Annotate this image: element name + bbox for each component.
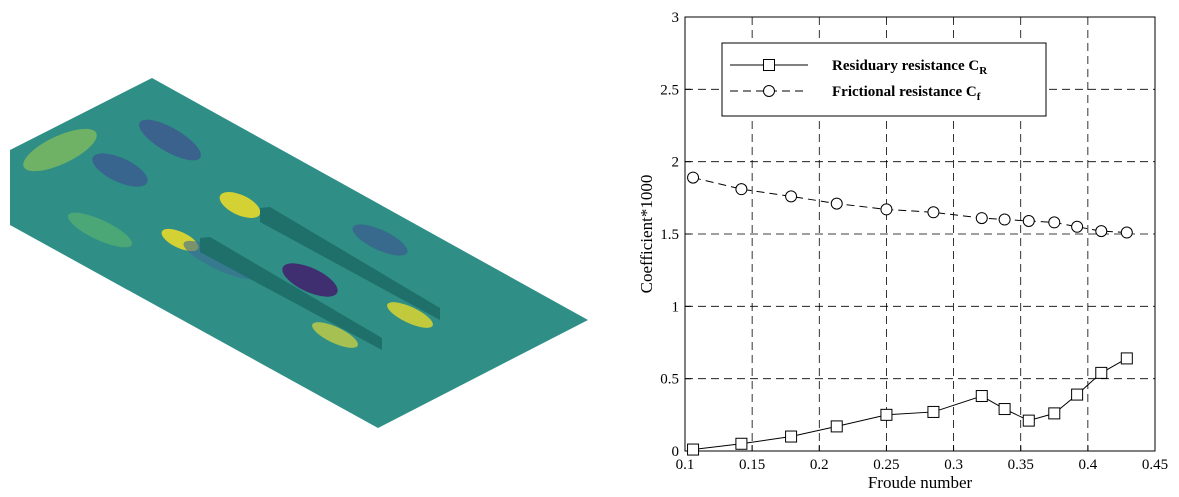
marker: [687, 171, 700, 184]
marker: [735, 437, 748, 450]
legend-name: Residuary resistance C: [832, 58, 979, 74]
legend-label: Residuary resistance CR: [832, 58, 988, 77]
x-tick-label: 0.1: [676, 457, 695, 473]
x-tick-label: 0.4: [1078, 457, 1097, 473]
marker: [1022, 214, 1035, 227]
marker: [1022, 414, 1035, 427]
marker: [1095, 225, 1108, 238]
marker: [927, 405, 940, 418]
marker: [998, 213, 1011, 226]
marker: [1095, 366, 1108, 379]
marker: [1048, 407, 1061, 420]
marker: [687, 443, 700, 456]
hull: [260, 207, 440, 320]
marker: [735, 183, 748, 196]
series-line: [692, 177, 1127, 234]
marker: [785, 190, 798, 203]
x-axis-label: Froude number: [868, 473, 973, 492]
marker: [1071, 220, 1084, 233]
x-tick-label: 0.35: [1008, 457, 1034, 473]
x-tick-label: 0.15: [739, 457, 765, 473]
y-tick-label: 0: [672, 444, 680, 460]
wave-field-render: [10, 78, 588, 428]
marker: [785, 430, 798, 443]
free-surface: [10, 78, 588, 428]
legend-box: [721, 42, 1047, 117]
marker: [975, 390, 988, 403]
y-tick-label: 2.5: [660, 82, 679, 98]
marker: [1071, 388, 1084, 401]
legend-subscript: f: [977, 91, 981, 103]
x-tick-label: 0.25: [873, 457, 899, 473]
hull: [200, 237, 382, 350]
marker: [830, 420, 843, 433]
y-tick-label: 2: [672, 155, 680, 171]
y-axis-label: Coefficient*1000: [637, 175, 656, 294]
marker: [1120, 226, 1133, 239]
legend-label: Frictional resistance Cf: [832, 84, 981, 103]
marker: [880, 203, 893, 216]
marker: [830, 197, 843, 210]
y-tick-label: 1: [672, 299, 680, 315]
y-tick-label: 0.5: [660, 372, 679, 388]
legend-subscript: R: [979, 65, 988, 77]
marker: [1120, 352, 1133, 365]
y-tick-label: 3: [672, 10, 680, 26]
marker: [763, 85, 775, 97]
x-tick-label: 0.3: [944, 457, 963, 473]
x-tick-label: 0.2: [810, 457, 829, 473]
marker: [975, 212, 988, 225]
marker: [1048, 216, 1061, 229]
marker: [763, 59, 775, 71]
series-line: [692, 357, 1128, 451]
marker: [927, 206, 940, 219]
marker: [880, 408, 893, 421]
x-tick-label: 0.45: [1142, 457, 1168, 473]
legend-name: Frictional resistance C: [832, 84, 977, 100]
y-tick-label: 1.5: [660, 227, 679, 243]
marker: [998, 403, 1011, 416]
